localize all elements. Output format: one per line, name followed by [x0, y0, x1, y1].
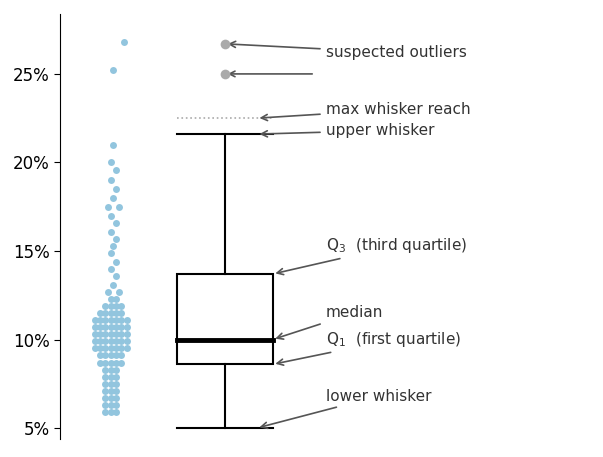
Text: upper whisker: upper whisker [261, 123, 434, 138]
Text: median: median [277, 305, 383, 339]
Text: Q$_3$  (third quartile): Q$_3$ (third quartile) [277, 236, 467, 275]
Text: lower whisker: lower whisker [261, 389, 431, 428]
Bar [177, 274, 273, 364]
Text: max whisker reach: max whisker reach [261, 102, 470, 121]
Text: Q$_1$  (first quartile): Q$_1$ (first quartile) [277, 330, 461, 365]
Text: suspected outliers: suspected outliers [229, 41, 467, 60]
